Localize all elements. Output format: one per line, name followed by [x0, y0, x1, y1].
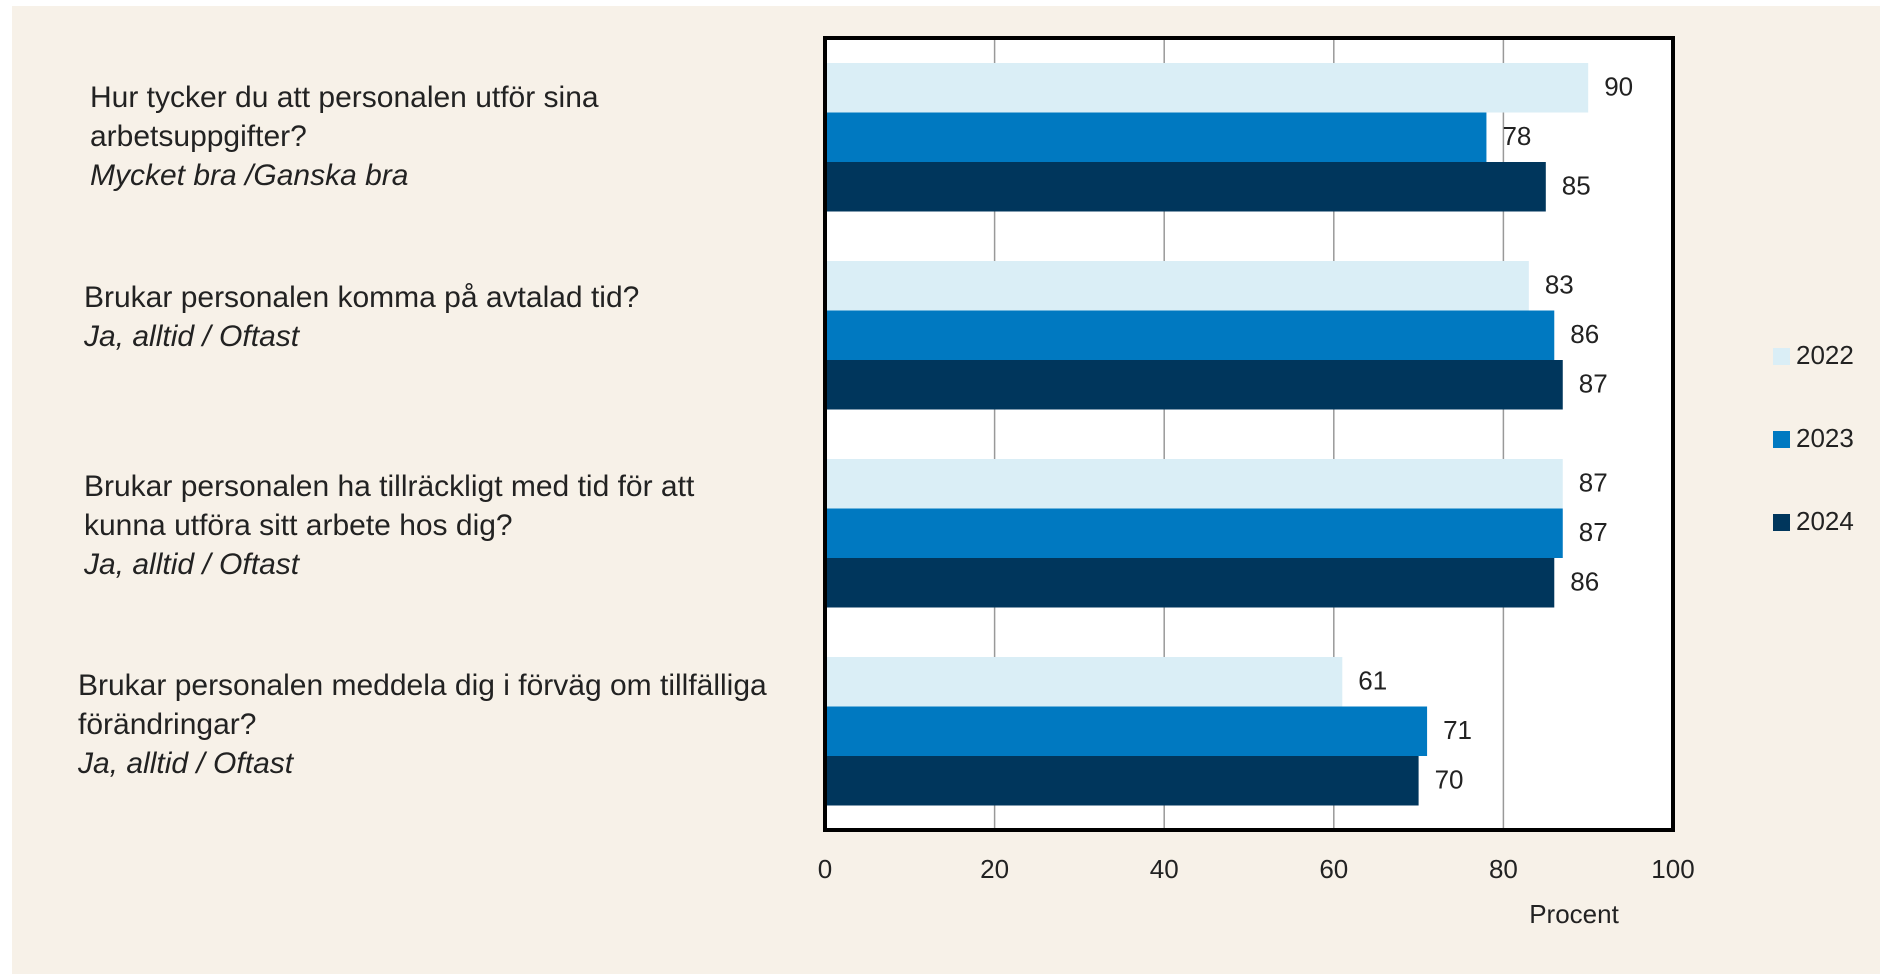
legend-swatch	[1773, 348, 1790, 365]
x-tick-label: 80	[1489, 854, 1518, 884]
x-axis-title: Procent	[1529, 899, 1619, 929]
answer-note: Mycket bra /Ganska bra	[90, 159, 409, 192]
bar	[825, 261, 1529, 311]
value-label: 87	[1579, 468, 1608, 498]
question: Brukar personalen komma på avtalad tid?	[84, 281, 640, 314]
value-label: 83	[1545, 270, 1574, 300]
legend-label: 2022	[1796, 340, 1854, 370]
bar	[825, 558, 1555, 608]
question: Brukar personalen ha tillräckligt med ti…	[84, 470, 695, 542]
category-label: Brukar personalen meddela dig i förväg o…	[78, 666, 768, 783]
bar	[825, 756, 1419, 806]
bar	[825, 508, 1563, 558]
bar	[825, 162, 1546, 212]
x-tick-label: 100	[1651, 854, 1694, 884]
value-label: 90	[1604, 72, 1633, 102]
question: Hur tycker du att personalen utför sina …	[90, 81, 599, 153]
legend-swatch	[1773, 431, 1790, 448]
value-label: 61	[1358, 666, 1387, 696]
answer-note: Ja, alltid / Oftast	[78, 747, 294, 780]
value-label: 85	[1562, 171, 1591, 201]
value-label: 87	[1579, 369, 1608, 399]
bar	[825, 657, 1343, 707]
category-label: Brukar personalen ha tillräckligt med ti…	[84, 467, 774, 584]
x-tick-label: 60	[1319, 854, 1348, 884]
question: Brukar personalen meddela dig i förväg o…	[78, 669, 767, 741]
value-label: 78	[1502, 121, 1531, 151]
bar	[825, 310, 1555, 360]
bar	[825, 360, 1563, 410]
category-label: Brukar personalen komma på avtalad tid? J…	[84, 278, 774, 356]
category-label: Hur tycker du att personalen utför sina …	[90, 78, 780, 195]
bar	[825, 706, 1428, 756]
bar	[825, 63, 1589, 113]
answer-note: Ja, alltid / Oftast	[84, 548, 300, 581]
legend-label: 2024	[1796, 506, 1854, 536]
x-tick-label: 40	[1150, 854, 1179, 884]
bar	[825, 459, 1563, 509]
value-label: 87	[1579, 517, 1608, 547]
legend-label: 2023	[1796, 423, 1854, 453]
value-label: 86	[1570, 567, 1599, 597]
legend-swatch	[1773, 514, 1790, 531]
bar	[825, 112, 1487, 162]
answer-note: Ja, alltid / Oftast	[84, 320, 300, 353]
value-label: 86	[1570, 319, 1599, 349]
value-label: 70	[1435, 765, 1464, 795]
value-label: 71	[1443, 715, 1472, 745]
x-tick-label: 20	[980, 854, 1009, 884]
plot-border	[823, 36, 1675, 832]
x-tick-label: 0	[818, 854, 832, 884]
